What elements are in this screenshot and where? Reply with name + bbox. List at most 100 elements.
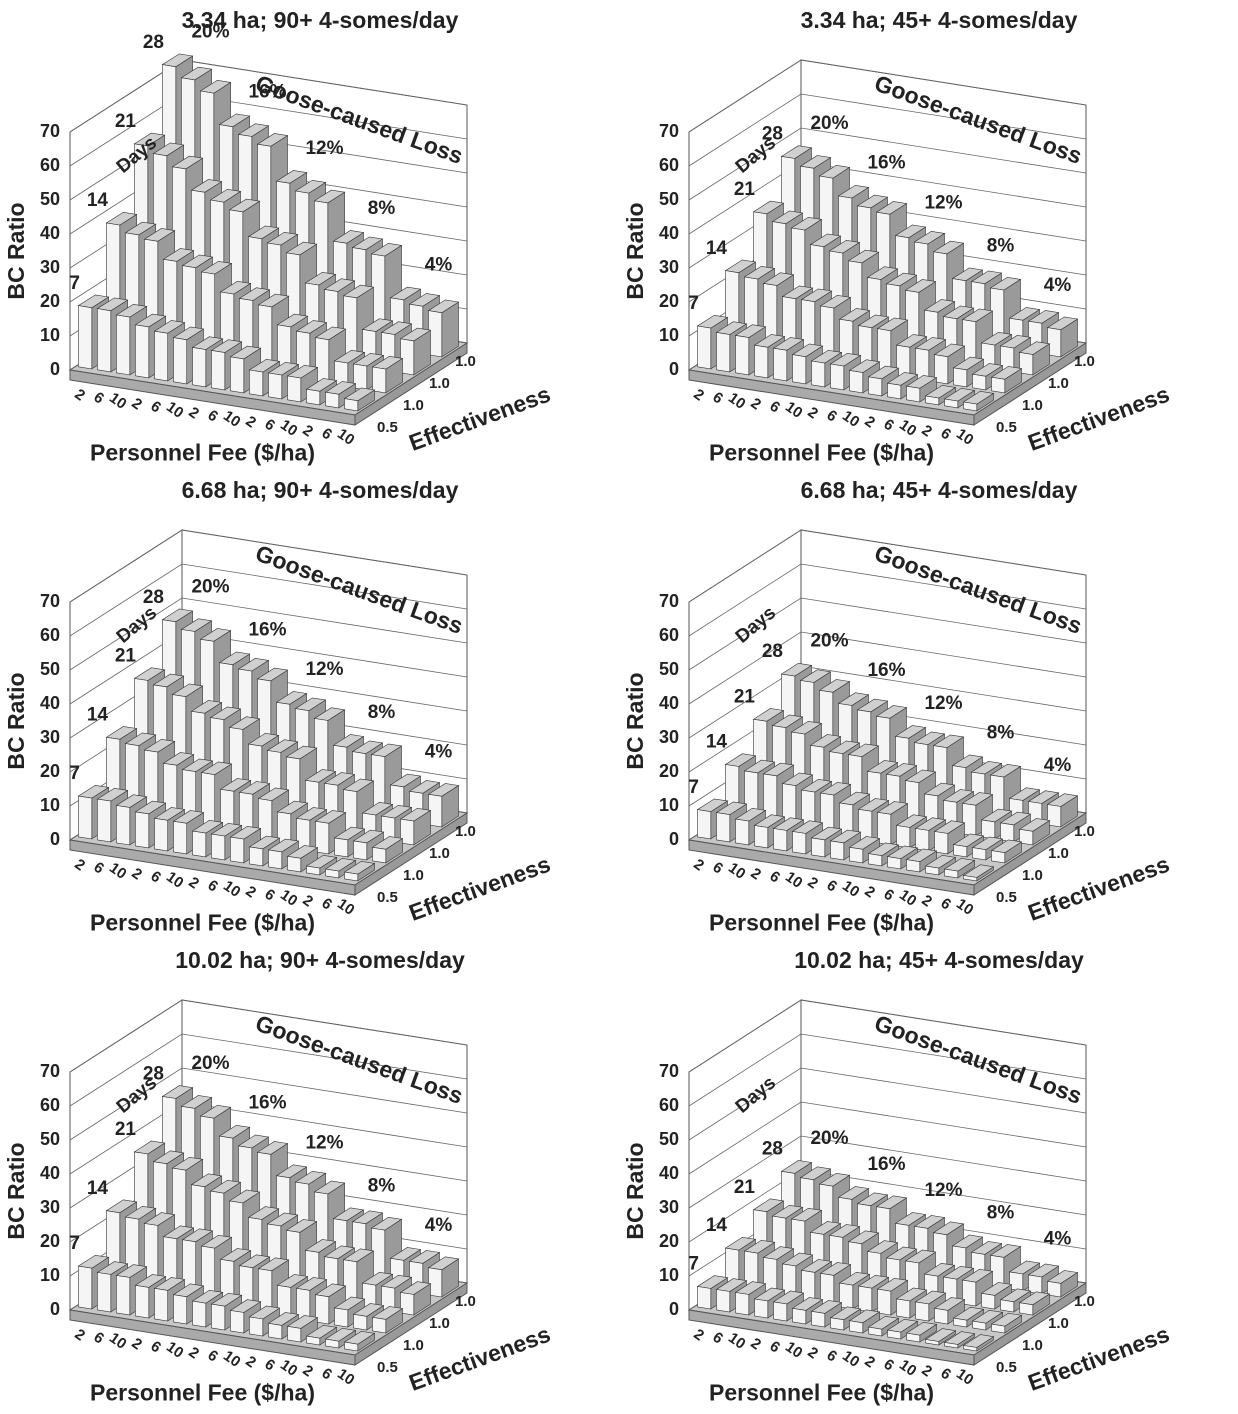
bar-front: [991, 376, 1006, 394]
z-axis-label: Effectiveness: [405, 381, 553, 456]
bar: [905, 848, 938, 873]
loss-label: 8%: [368, 1175, 396, 1196]
effectiveness-tick: 0.5: [996, 419, 1017, 436]
bar-front: [934, 831, 949, 855]
x-tick-label: 2: [919, 422, 936, 441]
bar-front: [754, 344, 769, 379]
loss-label: 20%: [810, 113, 848, 134]
bar-front: [716, 1289, 731, 1313]
bar: [848, 836, 881, 864]
bar-front: [1047, 1280, 1062, 1298]
bar-front: [811, 1310, 826, 1328]
bar-front: [830, 363, 845, 391]
x-tick-label: 6: [824, 407, 841, 426]
loss-label: 12%: [305, 659, 343, 680]
loss-label: 12%: [924, 1180, 962, 1201]
grid-line: [688, 1101, 1087, 1175]
loss-label: 4%: [425, 255, 453, 276]
bar-front: [353, 1313, 368, 1331]
effectiveness-tick: 0.5: [377, 419, 398, 436]
days-label: 28: [762, 1138, 783, 1159]
y-tick-label: 40: [40, 223, 60, 243]
loss-label: 8%: [368, 198, 396, 219]
bar-front: [287, 375, 302, 403]
x-tick-label: 10: [220, 407, 243, 430]
loss-label: 8%: [368, 702, 396, 723]
x-tick-label: 2: [862, 1353, 879, 1372]
x-tick-label: 2: [186, 1344, 203, 1363]
grid-line: [688, 597, 1087, 671]
y-tick-label: 70: [40, 121, 60, 141]
x-tick-label: 2: [300, 1362, 317, 1381]
bar: [990, 1312, 1023, 1334]
x-tick-label: 6: [767, 1338, 784, 1357]
bar-front: [1047, 804, 1062, 828]
bar-front: [735, 335, 750, 376]
y-tick-label: 30: [40, 257, 60, 277]
bar-front: [306, 865, 321, 876]
bar-front: [428, 1267, 443, 1298]
bar: [371, 1306, 404, 1334]
x-tick-label: 10: [782, 1338, 805, 1361]
bar-front: [906, 859, 921, 873]
y-tick-label: 30: [40, 727, 60, 747]
effectiveness-tick: 1.0: [455, 823, 476, 840]
bar-front: [334, 1307, 349, 1328]
x-tick-label: 10: [896, 1356, 919, 1379]
days-label: 28: [143, 32, 164, 53]
x-tick-label: 2: [748, 865, 765, 884]
bar-front: [925, 395, 940, 406]
y-tick-label: 20: [40, 761, 60, 781]
bar-front: [344, 871, 359, 882]
bar-front: [230, 1310, 245, 1334]
effectiveness-tick: 0.5: [996, 1359, 1017, 1376]
panel: 6.68 ha; 90+ 4-somes/day 0 10 20 30 40 50 60 70 B…: [3, 477, 554, 936]
x-tick-label: 2: [243, 883, 260, 902]
x-axis-label: Personnel Fee ($/ha): [709, 910, 934, 936]
bar-front: [697, 809, 712, 840]
y-tick-label: 0: [669, 829, 679, 849]
bar-front: [963, 875, 978, 882]
bar: [867, 1315, 900, 1337]
effectiveness-tick: 1.0: [1074, 1293, 1095, 1310]
bar-front: [97, 308, 112, 373]
bar-front: [934, 1307, 949, 1325]
floor-edge: [973, 1282, 1087, 1366]
x-tick-label: 6: [262, 1356, 279, 1375]
effectiveness-tick: 1.0: [429, 1315, 450, 1332]
x-tick-label: 6: [881, 1356, 898, 1375]
loss-label: 12%: [305, 138, 343, 159]
x-tick-label: 2: [805, 874, 822, 893]
floor-edge: [354, 812, 468, 896]
loss-label: 16%: [867, 153, 905, 174]
bar: [952, 1306, 985, 1328]
x-tick-label: 2: [72, 1326, 89, 1345]
bar: [990, 839, 1023, 864]
y-tick-label: 70: [659, 591, 679, 611]
x-axis-label: Personnel Fee ($/ha): [709, 440, 934, 466]
bar-front: [97, 798, 112, 843]
x-tick-label: 10: [106, 1329, 129, 1352]
loss-label: 8%: [987, 1203, 1015, 1224]
x-tick-label: 10: [896, 886, 919, 909]
bar: [980, 1282, 1013, 1310]
bar-front: [830, 1317, 845, 1331]
bar-front: [211, 833, 226, 861]
bar-front: [78, 305, 93, 370]
bar-front: [211, 1303, 226, 1331]
loss-label: 16%: [248, 1093, 286, 1114]
bar: [924, 1328, 957, 1346]
y-tick-label: 30: [659, 257, 679, 277]
x-tick-label: 6: [319, 895, 336, 914]
x-tick-label: 2: [862, 883, 879, 902]
loss-label: 20%: [191, 1053, 229, 1074]
bar: [810, 826, 843, 858]
y-tick-label: 40: [659, 1163, 679, 1183]
days-label: 21: [734, 1177, 756, 1198]
y-tick-label: 30: [40, 1197, 60, 1217]
y-tick-label: 70: [659, 1061, 679, 1081]
bar-front: [135, 1284, 150, 1319]
y-tick-label: 60: [40, 155, 60, 175]
bar-front: [981, 1292, 996, 1310]
x-tick-label: 6: [148, 1338, 165, 1357]
